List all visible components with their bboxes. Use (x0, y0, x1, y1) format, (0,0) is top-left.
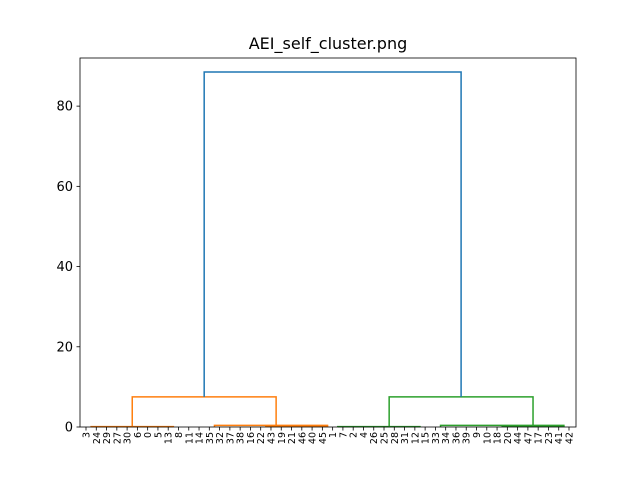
leaf-label-18: 18 (493, 432, 504, 444)
plot-frame (79, 57, 577, 428)
leaf-label-44: 44 (513, 432, 524, 444)
ytick-label-4: 80 (56, 100, 73, 115)
dendrogram-link-2 (203, 71, 462, 397)
leaf-label-8: 8 (174, 432, 185, 438)
leaf-label-21: 21 (287, 432, 298, 444)
ytick-label-0: 0 (65, 421, 73, 436)
leaf-label-5: 5 (153, 432, 164, 438)
leaf-label-23: 23 (544, 432, 555, 444)
ytick-label-3: 60 (56, 180, 73, 195)
leaf-label-34: 34 (441, 432, 452, 444)
leaf-label-47: 47 (523, 432, 534, 444)
leaf-label-33: 33 (431, 432, 442, 444)
leaf-label-1: 1 (328, 432, 339, 438)
leaf-label-32: 32 (215, 432, 226, 444)
leaf-label-35: 35 (205, 432, 216, 444)
leaf-label-4: 4 (359, 432, 370, 438)
leaf-label-17: 17 (534, 432, 545, 444)
leaf-label-25: 25 (380, 432, 391, 444)
leaf-label-14: 14 (195, 432, 206, 444)
leaf-label-38: 38 (236, 432, 247, 444)
leaf-label-28: 28 (390, 432, 401, 444)
leaf-label-10: 10 (482, 432, 493, 444)
leaf-label-41: 41 (554, 432, 565, 444)
leaf-label-22: 22 (256, 432, 267, 444)
leaf-label-39: 39 (462, 432, 473, 444)
leaf-label-11: 11 (184, 432, 195, 444)
leaf-label-36: 36 (451, 432, 462, 444)
leaf-label-26: 26 (369, 432, 380, 444)
leaf-label-13: 13 (164, 432, 175, 444)
leaf-label-45: 45 (318, 432, 329, 444)
leaf-label-12: 12 (410, 432, 421, 444)
leaf-label-0: 0 (143, 432, 154, 438)
leaf-label-9: 9 (472, 432, 483, 438)
leaf-label-20: 20 (503, 432, 514, 444)
chart-title: AEI_self_cluster.png (249, 34, 408, 54)
leaf-label-15: 15 (421, 432, 432, 444)
leaf-label-37: 37 (225, 432, 236, 444)
leaf-label-46: 46 (297, 432, 308, 444)
leaf-label-29: 29 (102, 432, 113, 444)
leaf-label-19: 19 (277, 432, 288, 444)
y-axis: 0 20 40 60 80 (56, 100, 80, 436)
dendrogram-link-1 (388, 396, 534, 427)
leaf-label-27: 27 (112, 432, 123, 444)
leaf-label-2: 2 (349, 432, 360, 438)
ytick-label-1: 20 (56, 340, 73, 355)
leaf-label-40: 40 (308, 432, 319, 444)
dendrogram-link-0 (131, 396, 277, 427)
leaf-label-3: 3 (82, 432, 93, 438)
leaf-label-16: 16 (246, 432, 257, 444)
leaf-label-6: 6 (133, 432, 144, 438)
leaf-label-31: 31 (400, 432, 411, 444)
dendrogram-links (90, 71, 565, 428)
leaf-label-30: 30 (123, 432, 134, 444)
leaf-label-42: 42 (565, 432, 576, 444)
x-axis: 3 24 29 27 30 6 0 5 13 8 11 14 35 32 37 38 16 22 43 19 21 46 4… (82, 427, 576, 444)
leaf-label-43: 43 (266, 432, 277, 444)
leaf-label-24: 24 (92, 432, 103, 444)
ytick-label-2: 40 (56, 260, 73, 275)
leaf-label-7: 7 (338, 432, 349, 438)
